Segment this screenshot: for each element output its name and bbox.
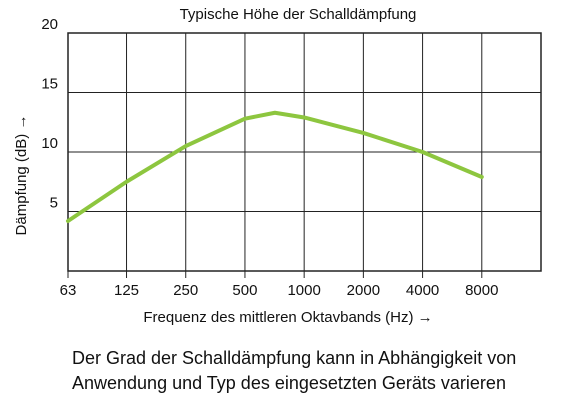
x-tick-label: 4000: [406, 282, 439, 299]
x-tick-label: 250: [173, 282, 198, 299]
y-axis-label: Dämpfung (dB) →: [13, 115, 30, 236]
x-tick-label: 63: [60, 282, 77, 299]
y-tick-label: 5: [50, 194, 58, 211]
x-tick-label: 1000: [287, 282, 320, 299]
caption-line: Anwendung und Typ des eingesetzten Gerät…: [72, 373, 506, 393]
x-tick-label: 500: [232, 282, 257, 299]
y-tick-label: 10: [41, 135, 58, 152]
caption-line: Der Grad der Schalldämpfung kann in Abhä…: [72, 348, 516, 368]
y-tick-label: 20: [41, 16, 58, 33]
x-tick-label: 8000: [465, 282, 498, 299]
y-tick-label: 15: [41, 75, 58, 92]
x-tick-label: 2000: [347, 282, 380, 299]
chart-title: Typische Höhe der Schalldämpfung: [180, 6, 417, 23]
data-line: [66, 110, 484, 224]
x-axis-label: Frequenz des mittleren Oktavbands (Hz) →: [143, 309, 432, 326]
x-tick-label: 125: [114, 282, 139, 299]
